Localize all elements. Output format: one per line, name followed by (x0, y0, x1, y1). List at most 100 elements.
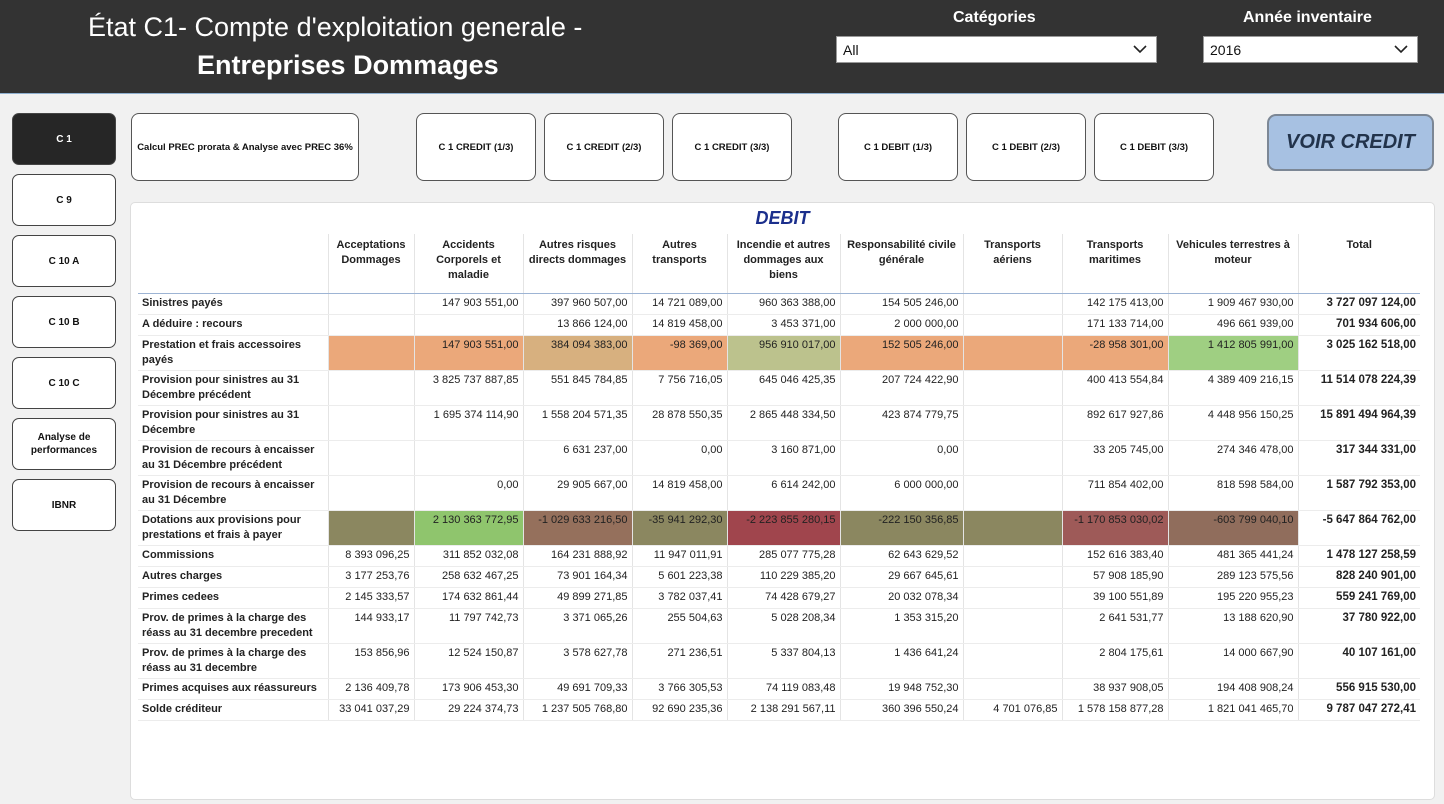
chevron-down-icon (1394, 45, 1408, 54)
c1-debit-3-button[interactable]: C 1 DEBIT (3/3) (1094, 113, 1214, 181)
categories-value: All (843, 42, 859, 58)
table-cell: 384 094 383,00 (522, 335, 632, 371)
table-cell: 110 229 385,20 (726, 566, 840, 588)
table-cell: 12 524 150,87 (413, 643, 523, 679)
column-header[interactable] (138, 234, 328, 294)
categories-label: Catégories (953, 9, 1036, 26)
categories-dropdown[interactable]: All (836, 36, 1157, 63)
table-cell: 171 133 714,00 (1061, 314, 1168, 336)
table-cell: 2 145 333,57 (327, 587, 414, 609)
nav-c9-button[interactable]: C 9 (12, 174, 116, 226)
table-cell: 1 695 374 114,90 (413, 405, 523, 441)
table-cell: 39 100 551,89 (1061, 587, 1168, 609)
table-cell: 1 412 805 991,00 (1167, 335, 1298, 371)
nav-ibnr-button[interactable]: IBNR (12, 479, 116, 531)
nav-c1-button[interactable]: C 1 (12, 113, 116, 165)
c1-credit-1-button[interactable]: C 1 CREDIT (1/3) (416, 113, 536, 181)
column-header[interactable]: Accidents Corporels et maladie (413, 234, 523, 294)
table-cell: 1 436 641,24 (839, 643, 963, 679)
c1-debit-1-button[interactable]: C 1 DEBIT (1/3) (838, 113, 958, 181)
table-cell: -28 958 301,00 (1061, 335, 1168, 371)
column-header[interactable]: Vehicules terrestres à moteur (1167, 234, 1298, 294)
table-row: Primes cedees 2 145 333,57 174 632 861,44 4… (138, 587, 1420, 609)
table-cell: 258 632 467,25 (413, 566, 523, 588)
column-header[interactable]: Transports aériens (962, 234, 1062, 294)
table-cell (327, 293, 414, 315)
table-cell (413, 440, 523, 476)
table-cell: 7 756 716,05 (631, 370, 727, 406)
column-header[interactable]: Autres transports (631, 234, 727, 294)
table-cell: 194 408 908,24 (1167, 678, 1298, 700)
table-cell: -1 170 853 030,02 (1061, 510, 1168, 546)
table-cell: 92 690 235,36 (631, 699, 727, 721)
table-cell: 49 691 709,33 (522, 678, 632, 700)
table-cell: 6 631 237,00 (522, 440, 632, 476)
table-row: Provision de recours à encaisser au 31 D… (138, 440, 1420, 476)
table-cell: -98 369,00 (631, 335, 727, 371)
nav-c10b-button[interactable]: C 10 B (12, 296, 116, 348)
column-header[interactable]: Acceptations Dommages (327, 234, 414, 294)
calcul-prec-button[interactable]: Calcul PREC prorata & Analyse avec PREC … (131, 113, 359, 181)
table-cell: 154 505 246,00 (839, 293, 963, 315)
table-cell: 3 453 371,00 (726, 314, 840, 336)
table-cell: 3 578 627,78 (522, 643, 632, 679)
table-cell (962, 566, 1062, 588)
row-label: Prov. de primes à la charge des réass au… (138, 608, 328, 644)
nav-analyse-button[interactable]: Analyse de performances (12, 418, 116, 470)
table-cell (962, 440, 1062, 476)
column-header[interactable]: Responsabilité civile générale (839, 234, 963, 294)
table-row: Prov. de primes à la charge des réass au… (138, 643, 1420, 679)
table-cell: 33 205 745,00 (1061, 440, 1168, 476)
debit-table: Acceptations Dommages Accidents Corporels… (138, 234, 1420, 721)
table-cell: 62 643 629,52 (839, 545, 963, 567)
column-header[interactable]: Transports maritimes (1061, 234, 1168, 294)
c1-debit-2-button[interactable]: C 1 DEBIT (2/3) (966, 113, 1086, 181)
column-header[interactable]: Autres risques directs dommages (522, 234, 632, 294)
row-label: Primes acquises aux réassureurs (138, 678, 328, 700)
header-bar: État C1- Compte d'exploitation generale … (0, 0, 1444, 94)
table-cell: 5 601 223,38 (631, 566, 727, 588)
total-cell: 11 514 078 224,39 (1297, 370, 1420, 406)
table-cell (962, 405, 1062, 441)
table-cell (962, 678, 1062, 700)
table-cell: 274 346 478,00 (1167, 440, 1298, 476)
table-cell (962, 314, 1062, 336)
row-label: Provision pour sinistres au 31 Décembre (138, 405, 328, 441)
table-cell (962, 370, 1062, 406)
total-cell: 559 241 769,00 (1297, 587, 1420, 609)
table-cell: 3 825 737 887,85 (413, 370, 523, 406)
table-cell (962, 608, 1062, 644)
table-cell: 153 856,96 (327, 643, 414, 679)
table-cell: 73 901 164,34 (522, 566, 632, 588)
table-cell: 38 937 908,05 (1061, 678, 1168, 700)
table-cell: 711 854 402,00 (1061, 475, 1168, 511)
annee-dropdown[interactable]: 2016 (1203, 36, 1418, 63)
table-cell: 11 797 742,73 (413, 608, 523, 644)
table-cell: 2 804 175,61 (1061, 643, 1168, 679)
table-cell (327, 510, 414, 546)
table-cell: 496 661 939,00 (1167, 314, 1298, 336)
c1-credit-3-button[interactable]: C 1 CREDIT (3/3) (672, 113, 792, 181)
nav-c10c-button[interactable]: C 10 C (12, 357, 116, 409)
total-cell: 828 240 901,00 (1297, 566, 1420, 588)
table-cell: 3 177 253,76 (327, 566, 414, 588)
table-cell: 1 237 505 768,80 (522, 699, 632, 721)
column-header[interactable]: Total (1297, 234, 1420, 294)
table-cell: 14 721 089,00 (631, 293, 727, 315)
table-cell: 3 160 871,00 (726, 440, 840, 476)
table-cell: 360 396 550,24 (839, 699, 963, 721)
table-row: Provision pour sinistres au 31 Décembre 1… (138, 405, 1420, 441)
c1-credit-2-button[interactable]: C 1 CREDIT (2/3) (544, 113, 664, 181)
table-cell: 174 632 861,44 (413, 587, 523, 609)
table-title: DEBIT (755, 208, 810, 228)
page-subtitle: Entreprises Dommages (197, 50, 499, 80)
table-row: Commissions 8 393 096,25 311 852 032,08 164… (138, 545, 1420, 567)
row-label: Autres charges (138, 566, 328, 588)
column-header[interactable]: Incendie et autres dommages aux biens (726, 234, 840, 294)
voir-credit-button[interactable]: VOIR CREDIT (1267, 114, 1434, 171)
nav-c10a-button[interactable]: C 10 A (12, 235, 116, 287)
table-cell: 2 865 448 334,50 (726, 405, 840, 441)
table-cell: 0,00 (413, 475, 523, 511)
table-cell: 28 878 550,35 (631, 405, 727, 441)
table-cell: 400 413 554,84 (1061, 370, 1168, 406)
